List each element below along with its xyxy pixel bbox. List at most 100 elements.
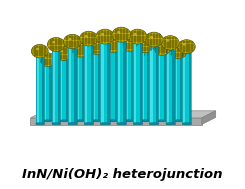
Ellipse shape — [100, 41, 110, 43]
Circle shape — [145, 32, 163, 47]
Polygon shape — [100, 42, 104, 124]
Ellipse shape — [76, 54, 85, 56]
Circle shape — [80, 31, 98, 46]
Polygon shape — [107, 42, 110, 124]
Polygon shape — [52, 50, 60, 124]
Ellipse shape — [67, 67, 76, 68]
Ellipse shape — [108, 120, 117, 122]
Circle shape — [133, 33, 137, 36]
Ellipse shape — [132, 117, 141, 119]
Circle shape — [141, 42, 144, 44]
Polygon shape — [106, 61, 109, 118]
Ellipse shape — [99, 117, 109, 119]
Polygon shape — [157, 53, 166, 121]
Polygon shape — [124, 49, 128, 121]
Polygon shape — [36, 56, 38, 124]
Polygon shape — [171, 64, 173, 118]
Ellipse shape — [165, 64, 173, 65]
Ellipse shape — [149, 123, 159, 125]
Polygon shape — [149, 45, 153, 124]
Polygon shape — [157, 53, 160, 121]
Circle shape — [111, 46, 129, 61]
Circle shape — [178, 40, 195, 54]
Ellipse shape — [133, 41, 142, 43]
Circle shape — [55, 46, 73, 60]
Polygon shape — [91, 44, 93, 124]
Circle shape — [84, 55, 87, 58]
Circle shape — [63, 34, 81, 49]
Polygon shape — [84, 44, 87, 124]
Circle shape — [148, 52, 152, 55]
Polygon shape — [36, 56, 44, 124]
Ellipse shape — [92, 51, 101, 53]
Ellipse shape — [148, 117, 157, 119]
Ellipse shape — [84, 43, 93, 45]
Polygon shape — [122, 59, 125, 118]
Polygon shape — [43, 64, 46, 121]
Polygon shape — [182, 52, 185, 124]
Ellipse shape — [43, 64, 52, 65]
Ellipse shape — [36, 123, 44, 125]
Ellipse shape — [68, 46, 77, 48]
Polygon shape — [30, 111, 216, 118]
Polygon shape — [98, 52, 101, 121]
Polygon shape — [132, 58, 135, 118]
Polygon shape — [117, 40, 126, 124]
Ellipse shape — [141, 50, 150, 52]
Polygon shape — [132, 58, 141, 118]
Polygon shape — [92, 52, 95, 121]
Ellipse shape — [36, 55, 44, 57]
Ellipse shape — [132, 57, 141, 60]
Circle shape — [79, 52, 97, 66]
Ellipse shape — [133, 122, 142, 125]
Circle shape — [52, 41, 55, 43]
Polygon shape — [115, 50, 117, 121]
Polygon shape — [67, 67, 70, 118]
Ellipse shape — [52, 49, 60, 50]
Polygon shape — [173, 57, 182, 121]
Ellipse shape — [108, 49, 117, 51]
Circle shape — [125, 40, 128, 43]
Ellipse shape — [76, 120, 85, 122]
Circle shape — [174, 48, 177, 50]
Ellipse shape — [83, 63, 92, 65]
Ellipse shape — [100, 122, 110, 125]
Polygon shape — [172, 48, 175, 124]
Polygon shape — [83, 64, 92, 118]
Polygon shape — [51, 73, 59, 118]
Circle shape — [183, 43, 186, 46]
Circle shape — [136, 38, 155, 53]
Ellipse shape — [84, 123, 93, 125]
Circle shape — [48, 37, 65, 51]
Polygon shape — [42, 56, 44, 124]
Ellipse shape — [165, 117, 173, 119]
Polygon shape — [68, 47, 77, 124]
Circle shape — [76, 46, 79, 49]
Polygon shape — [131, 49, 134, 121]
Polygon shape — [165, 64, 173, 118]
Ellipse shape — [51, 117, 59, 119]
Ellipse shape — [99, 60, 109, 62]
Polygon shape — [166, 48, 169, 124]
Circle shape — [36, 48, 39, 50]
Circle shape — [62, 55, 80, 70]
Polygon shape — [76, 55, 85, 121]
Circle shape — [103, 37, 122, 52]
Polygon shape — [182, 52, 191, 124]
Polygon shape — [180, 57, 182, 121]
Polygon shape — [73, 67, 76, 118]
Polygon shape — [133, 42, 142, 124]
Polygon shape — [67, 67, 76, 118]
Circle shape — [132, 49, 135, 52]
Polygon shape — [100, 42, 110, 124]
Polygon shape — [156, 45, 159, 124]
Circle shape — [39, 53, 56, 66]
Polygon shape — [99, 61, 109, 118]
Circle shape — [158, 44, 161, 47]
Polygon shape — [82, 55, 85, 121]
Polygon shape — [68, 47, 71, 124]
Circle shape — [150, 36, 153, 39]
Polygon shape — [148, 61, 151, 118]
Polygon shape — [147, 51, 150, 121]
Circle shape — [153, 41, 171, 55]
